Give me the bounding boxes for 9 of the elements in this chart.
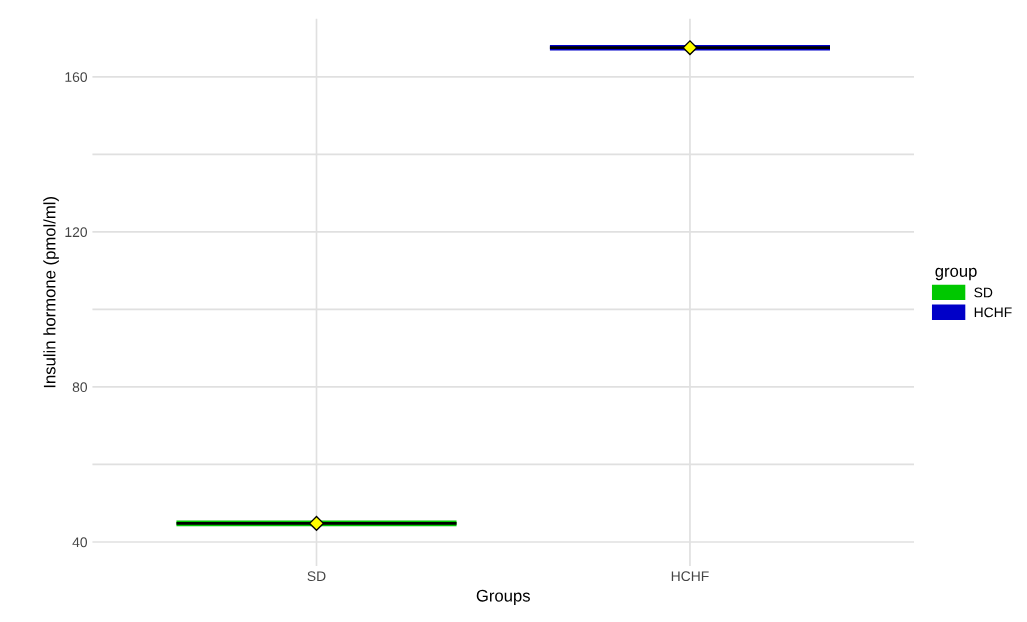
y-tick-label: 120 xyxy=(65,227,88,238)
legend-title: group xyxy=(935,267,977,281)
y-tick-label: 80 xyxy=(72,382,88,393)
y-tick-label: 40 xyxy=(72,537,88,548)
y-axis-title: Insulin hormone (pmol/ml) xyxy=(43,197,59,388)
x-axis-title: Groups xyxy=(476,589,530,605)
y-tick-label: 160 xyxy=(65,72,88,82)
legend-label: HCHF xyxy=(974,307,1012,318)
legend-label: SD xyxy=(974,287,993,298)
